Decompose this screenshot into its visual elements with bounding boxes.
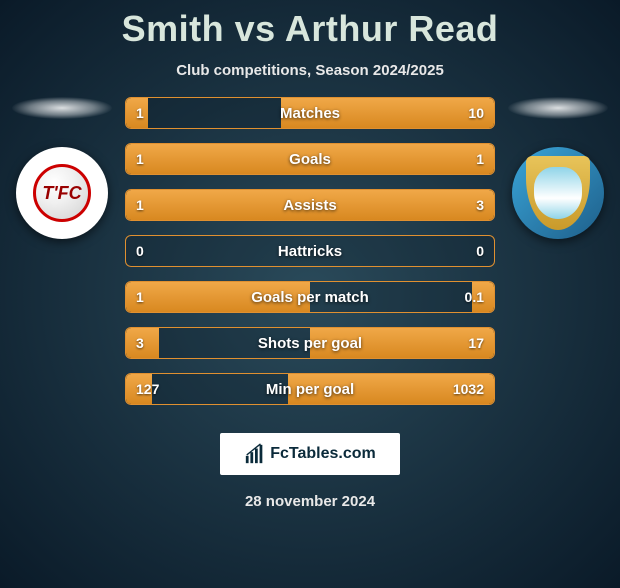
- stat-value-right: 3: [448, 197, 484, 213]
- stat-label: Goals: [126, 151, 494, 168]
- stat-label: Shots per goal: [126, 335, 494, 352]
- stat-value-right: 1: [448, 151, 484, 167]
- footer-brand-text: FcTables.com: [270, 445, 376, 463]
- crest-text: T'FC: [42, 183, 81, 204]
- stat-label: Assists: [126, 197, 494, 214]
- left-player-column: T'FC: [7, 97, 117, 239]
- subtitle: Club competitions, Season 2024/2025: [0, 62, 620, 79]
- stat-value-right: 10: [448, 105, 484, 121]
- stat-row: 1Assists3: [125, 189, 495, 221]
- chart-icon: [244, 443, 266, 465]
- stat-label: Matches: [126, 105, 494, 122]
- stat-label: Goals per match: [126, 289, 494, 306]
- stat-label: Min per goal: [126, 381, 494, 398]
- colchester-badge-icon: [526, 156, 590, 230]
- stats-list: 1Matches101Goals11Assists30Hattricks01Go…: [125, 97, 495, 405]
- footer-date: 28 november 2024: [0, 493, 620, 510]
- right-player-column: [503, 97, 613, 239]
- stat-row: 3Shots per goal17: [125, 327, 495, 359]
- stat-row: 0Hattricks0: [125, 235, 495, 267]
- page-title: Smith vs Arthur Read: [0, 8, 620, 50]
- left-club-crest: T'FC: [16, 147, 108, 239]
- fleetwood-badge-icon: T'FC: [33, 164, 91, 222]
- eagle-icon: [534, 167, 582, 219]
- stat-label: Hattricks: [126, 243, 494, 260]
- stat-value-right: 0: [448, 243, 484, 259]
- right-club-crest: [512, 147, 604, 239]
- fctables-logo: FcTables.com: [220, 433, 400, 475]
- stat-row: 1Matches10: [125, 97, 495, 129]
- stat-row: 1Goals per match0.1: [125, 281, 495, 313]
- stat-row: 1Goals1: [125, 143, 495, 175]
- player-shadow: [12, 97, 112, 119]
- stat-value-right: 0.1: [448, 289, 484, 305]
- player-shadow: [508, 97, 608, 119]
- comparison-panel: T'FC 1Matches101Goals11Assists30Hattrick…: [0, 97, 620, 405]
- stat-value-right: 17: [448, 335, 484, 351]
- stat-value-right: 1032: [448, 381, 484, 397]
- stat-row: 127Min per goal1032: [125, 373, 495, 405]
